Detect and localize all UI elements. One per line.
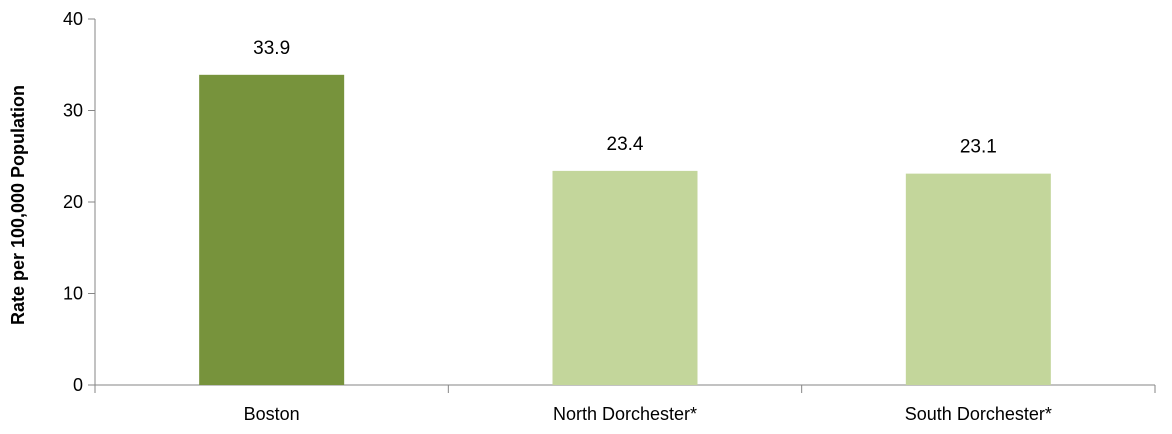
labels: 33.9 Boston 23.4 North Dorchester* 23.1 South…: [244, 38, 1052, 424]
category-label: South Dorchester*: [905, 404, 1052, 424]
y-tick-label: 40: [63, 9, 83, 29]
data-label: 33.9: [253, 38, 290, 59]
y-tick-label: 10: [63, 284, 83, 304]
y-tick-label: 0: [73, 375, 83, 395]
category-label: North Dorchester*: [553, 404, 697, 424]
category-label: Boston: [244, 404, 300, 424]
data-label: 23.1: [960, 137, 997, 158]
bar-3: [905, 173, 1051, 385]
bar-1: [199, 74, 345, 385]
bar-2: [552, 170, 698, 385]
y-tick-label: 20: [63, 192, 83, 212]
data-label: 23.4: [607, 134, 644, 155]
bars: [199, 74, 1051, 385]
y-axis-title: Rate per 100,000 Population: [8, 85, 28, 325]
y-tick-label: 30: [63, 101, 83, 121]
